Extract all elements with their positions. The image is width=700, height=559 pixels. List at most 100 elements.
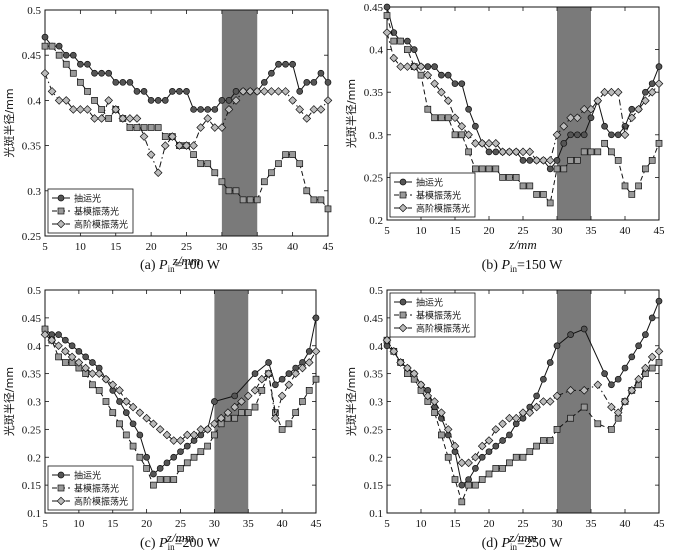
data-point — [607, 402, 616, 412]
data-point — [450, 441, 460, 451]
y-tick-label: 0.4 — [27, 95, 41, 107]
data-point — [169, 436, 179, 445]
data-point — [69, 105, 78, 114]
caption-d-var: P — [501, 536, 510, 551]
data-point — [608, 131, 615, 139]
data-point — [472, 481, 479, 489]
legend-label: 高阶模振荡光 — [416, 203, 470, 215]
y-tick-label: 0.25 — [364, 424, 384, 436]
data-point — [648, 80, 656, 88]
shaded-region — [557, 7, 591, 220]
data-point — [204, 442, 211, 450]
data-point — [641, 96, 650, 106]
data-point — [430, 79, 439, 88]
x-tick-label: 20 — [146, 241, 158, 253]
data-point — [423, 70, 433, 80]
data-point — [438, 431, 445, 439]
data-point — [540, 437, 547, 444]
data-point — [409, 62, 419, 71]
data-point — [396, 62, 405, 71]
data-point — [628, 353, 636, 361]
data-point — [190, 151, 197, 158]
data-point — [317, 196, 325, 204]
data-point — [156, 476, 164, 483]
x-tick-label: 30 — [552, 225, 564, 237]
data-point — [282, 60, 289, 68]
x-axis-label: z/mm — [172, 253, 200, 268]
data-point — [444, 114, 452, 122]
data-point — [634, 374, 643, 384]
data-point — [635, 182, 642, 190]
data-point — [244, 409, 252, 416]
data-point — [129, 420, 137, 428]
legend-label: 基模振荡光 — [74, 206, 119, 218]
data-point — [61, 347, 70, 356]
data-point — [404, 37, 411, 45]
data-point — [302, 114, 312, 123]
y-tick-label: 0.35 — [22, 369, 42, 381]
data-point — [271, 413, 280, 423]
data-point — [312, 314, 320, 322]
data-point — [580, 148, 588, 156]
data-point — [125, 114, 135, 123]
caption-c-prefix: (c) — [140, 536, 160, 551]
data-point — [451, 476, 459, 483]
data-point — [553, 342, 561, 350]
data-point — [203, 114, 213, 123]
data-point — [101, 374, 111, 384]
caption-a-value: =100 W — [174, 258, 220, 273]
data-point — [450, 113, 460, 123]
data-point — [61, 359, 69, 366]
data-point — [77, 60, 84, 68]
data-point — [506, 431, 513, 439]
data-point — [211, 431, 218, 439]
data-point — [264, 369, 273, 378]
data-point — [268, 169, 275, 177]
series-line — [45, 45, 329, 210]
data-point — [608, 381, 615, 389]
x-tick-label: 10 — [75, 241, 87, 253]
data-point — [607, 87, 616, 97]
data-point — [55, 51, 63, 59]
data-point — [559, 121, 569, 131]
legend-label: 抽运光 — [74, 193, 101, 205]
y-tick-label: 0.15 — [22, 480, 42, 492]
data-point — [546, 199, 554, 207]
data-point — [83, 105, 92, 114]
data-point — [150, 470, 157, 478]
data-point — [237, 397, 246, 406]
x-tick-label: 40 — [277, 518, 289, 530]
data-point — [122, 409, 130, 416]
y-tick-label: 0.15 — [364, 480, 384, 492]
panel-b: 5 10 15 20 25 30 35 40 45 0.2 0.25 0.3 0.35 0.4 0.45 z/… — [344, 2, 665, 252]
x-tick-label: 15 — [450, 518, 462, 530]
data-point — [170, 453, 178, 461]
data-point — [94, 369, 104, 378]
data-point — [285, 370, 293, 377]
data-point — [431, 63, 438, 70]
y-tick-label: 0.5 — [27, 285, 41, 297]
series-1 — [41, 314, 320, 478]
data-point — [176, 88, 183, 95]
data-point — [518, 408, 528, 417]
x-tick-label: 30 — [216, 241, 228, 253]
data-point — [648, 364, 656, 372]
panel-a: 5 10 15 20 25 30 35 40 45 0.25 0.3 0.35 0.4 0.45 0.5 z/… — [2, 5, 334, 268]
data-point — [546, 359, 554, 366]
data-point — [443, 425, 453, 434]
legend-label: 高阶模振荡光 — [74, 496, 128, 508]
data-point — [389, 53, 399, 63]
data-point — [204, 106, 212, 113]
data-point — [82, 353, 90, 361]
data-point — [105, 115, 113, 122]
data-point — [546, 437, 554, 444]
data-point — [278, 426, 286, 433]
data-point — [621, 364, 629, 372]
caption-b-prefix: (b) — [481, 258, 502, 273]
data-point — [231, 392, 239, 400]
data-point — [458, 131, 466, 139]
shaded-region — [557, 290, 591, 513]
data-point — [89, 359, 96, 366]
caption-a-prefix: (a) — [140, 258, 160, 273]
data-point — [55, 42, 63, 50]
